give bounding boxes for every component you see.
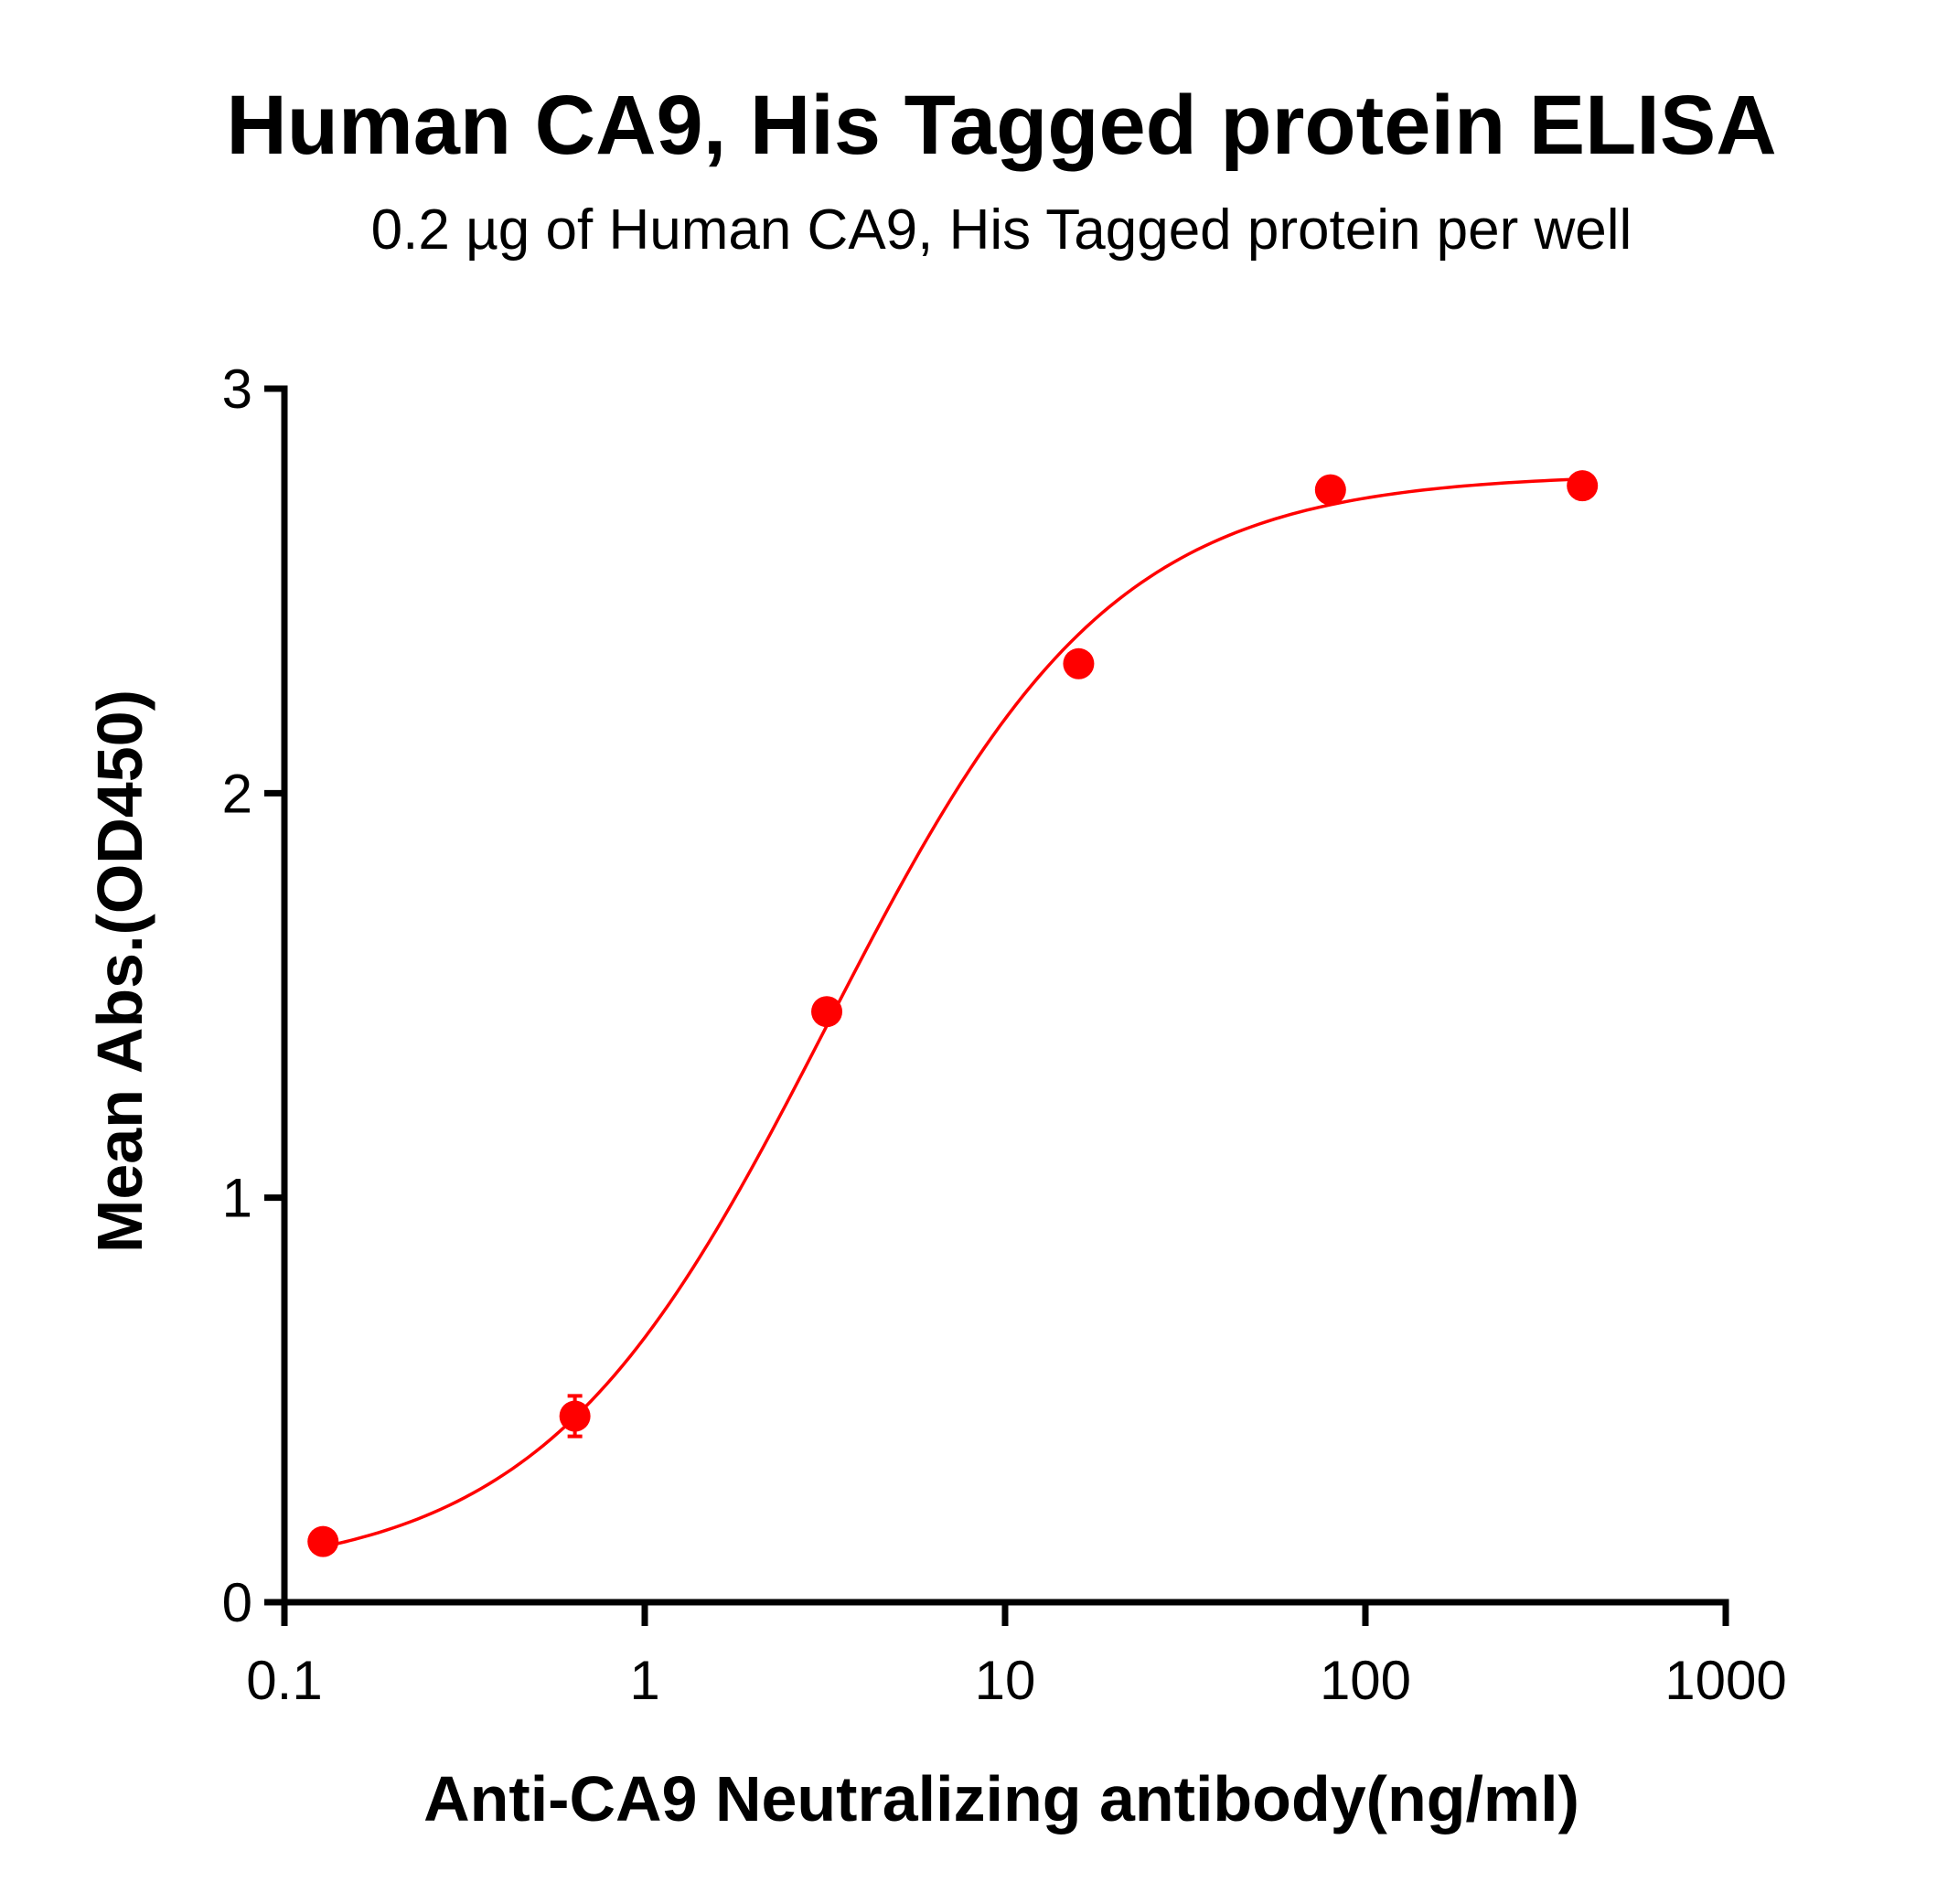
chart-subtitle: 0.2 µg of Human CA9, His Tagged protein … <box>371 198 1632 262</box>
x-axis-ticks: 0.1 1 10 100 1000 <box>246 1602 1787 1711</box>
y-tick-label: 1 <box>222 1168 252 1229</box>
fit-curve <box>322 477 1583 1549</box>
data-point <box>307 1525 339 1557</box>
data-point <box>1063 647 1095 679</box>
y-axis-title: Mean Abs.(OD450) <box>84 690 155 1253</box>
data-point <box>811 996 843 1028</box>
x-tick-label: 0.1 <box>246 1650 322 1711</box>
data-point <box>1314 474 1346 506</box>
y-tick-label: 0 <box>222 1572 252 1633</box>
x-tick-label: 1 <box>629 1650 659 1711</box>
y-tick-label: 2 <box>222 763 252 824</box>
chart-title: Human CA9, His Tagged protein ELISA <box>226 79 1776 172</box>
y-axis-ticks: 0 1 2 3 <box>222 358 284 1633</box>
x-tick-label: 10 <box>975 1650 1036 1711</box>
error-bars <box>316 471 1590 1548</box>
x-tick-label: 100 <box>1320 1650 1411 1711</box>
y-tick-label: 3 <box>222 358 252 420</box>
x-tick-label: 1000 <box>1664 1650 1786 1711</box>
data-point <box>1567 470 1599 502</box>
data-points <box>307 470 1599 1557</box>
x-axis-title: Anti-CA9 Neutralizing antibody(ng/ml) <box>423 1763 1579 1834</box>
data-point <box>559 1400 591 1432</box>
